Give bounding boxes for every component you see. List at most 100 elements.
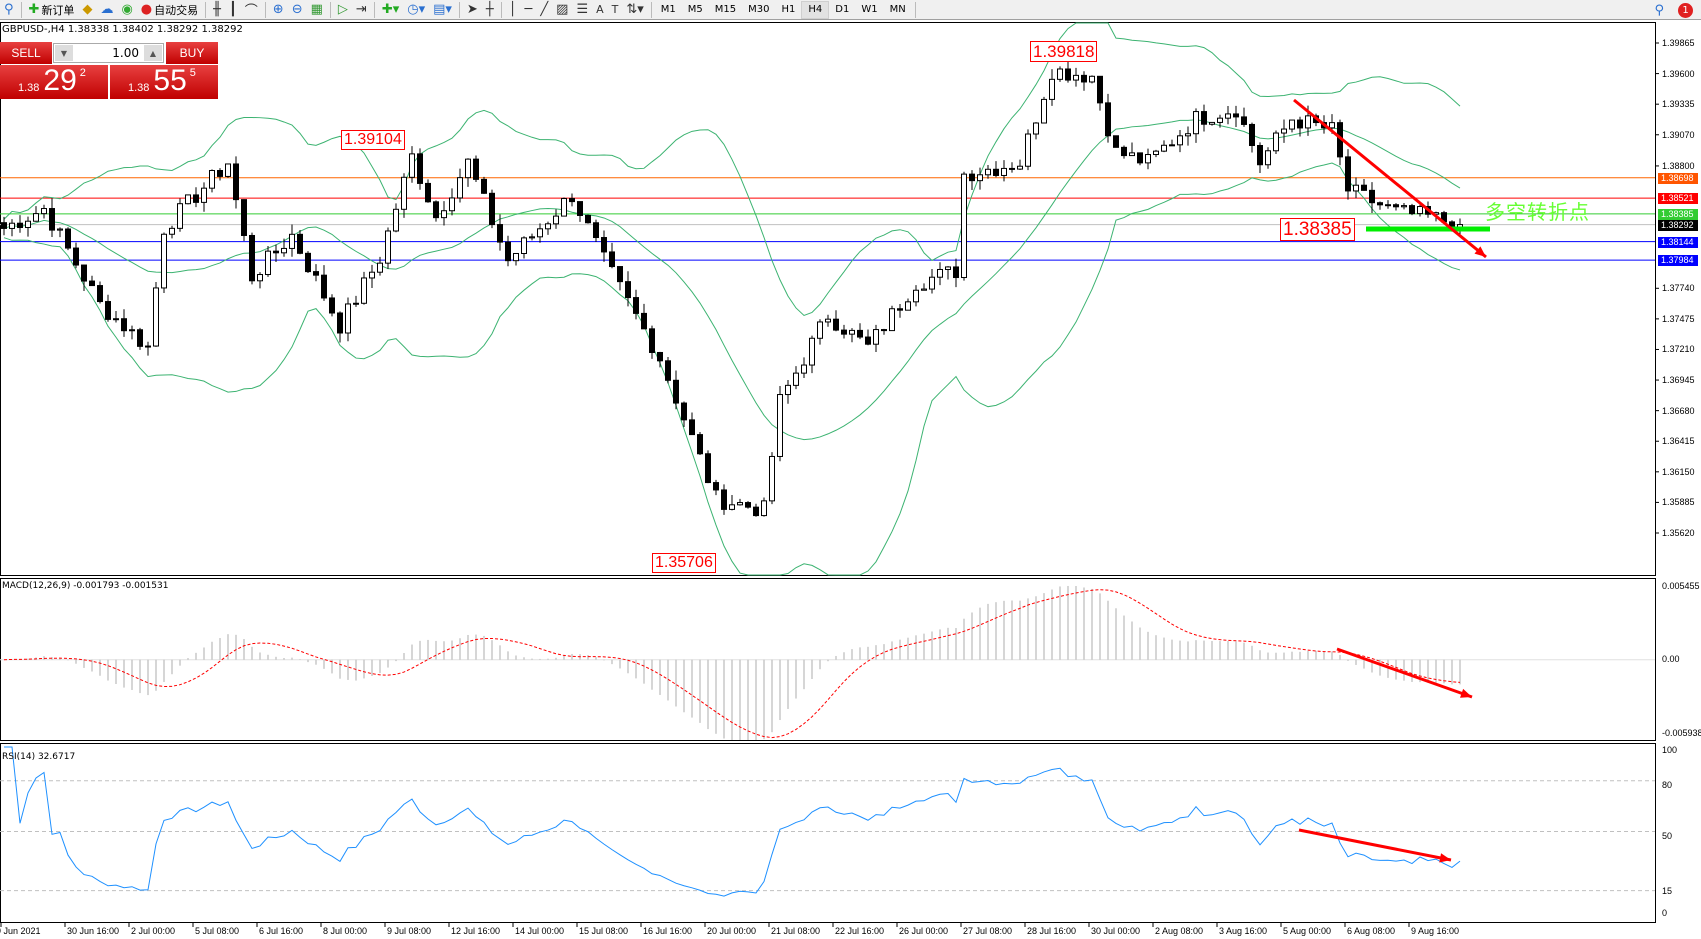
candle-body bbox=[817, 321, 823, 339]
low-price-label[interactable]: 1.35706 bbox=[652, 553, 716, 573]
lot-size-input[interactable]: ▼ 1.00 ▲ bbox=[53, 43, 164, 63]
market-button[interactable]: ☁ bbox=[96, 1, 117, 19]
timeframe-h4[interactable]: H4 bbox=[801, 0, 830, 19]
fibonacci-button[interactable]: ☰ bbox=[572, 1, 592, 19]
candle-body bbox=[1041, 98, 1047, 124]
crosshair-button[interactable]: ┼ bbox=[482, 1, 498, 19]
candle-body bbox=[153, 287, 159, 347]
zoom-search-button[interactable]: ⚲ bbox=[0, 1, 18, 19]
plus-icon: ✚ bbox=[28, 2, 40, 17]
candle-body bbox=[953, 266, 959, 279]
lot-increase-icon[interactable]: ▲ bbox=[144, 45, 162, 61]
price-trend-arrow-head bbox=[1474, 246, 1486, 257]
history-button[interactable]: ◆ bbox=[78, 1, 96, 19]
notification-badge[interactable]: 1 bbox=[1678, 2, 1693, 18]
tile-windows-button[interactable]: ▦ bbox=[307, 1, 327, 19]
bollinger-lower bbox=[3, 162, 1461, 576]
horizontal-line-button[interactable]: ─ bbox=[520, 1, 536, 19]
chart-shift-button[interactable]: ⇥ bbox=[352, 1, 371, 19]
candle-body bbox=[425, 182, 431, 203]
candle-body bbox=[113, 318, 119, 321]
level-price-label[interactable]: 1.38385 bbox=[1280, 218, 1355, 241]
candle-body bbox=[465, 158, 471, 179]
zoom-out-button[interactable]: ⊖ bbox=[288, 1, 307, 19]
candle-body bbox=[1345, 156, 1351, 192]
candle-body bbox=[1201, 111, 1207, 125]
candle-body bbox=[97, 285, 103, 303]
candle-body bbox=[841, 329, 847, 335]
timeframe-w1[interactable]: W1 bbox=[861, 4, 878, 15]
candle-body bbox=[121, 318, 127, 332]
swing-high-price-label[interactable]: 1.39104 bbox=[341, 130, 405, 150]
line-chart-button[interactable]: ⌒ bbox=[241, 1, 262, 19]
candle-body bbox=[321, 274, 327, 299]
timeframe-h1[interactable]: H1 bbox=[781, 4, 796, 15]
time-axis-label: 5 Aug 00:00 bbox=[1283, 926, 1332, 936]
candle-body bbox=[1273, 132, 1279, 152]
add-indicator-icon: ✚▾ bbox=[381, 2, 400, 17]
divider bbox=[650, 1, 652, 18]
templates-button[interactable]: ▤▾ bbox=[429, 1, 456, 19]
buy-button[interactable]: BUY bbox=[166, 42, 218, 64]
signals-button[interactable]: ◉ bbox=[117, 1, 136, 19]
timeframe-m15[interactable]: M15 bbox=[714, 4, 737, 15]
timeframe-d1[interactable]: D1 bbox=[835, 4, 850, 15]
candle-body bbox=[193, 194, 199, 203]
search-icon[interactable]: ⚲ bbox=[1654, 2, 1664, 18]
timeframe-m30[interactable]: M30 bbox=[748, 4, 770, 15]
trendline-button[interactable]: ╱ bbox=[536, 1, 552, 19]
auto-scroll-button[interactable]: ▷ bbox=[334, 1, 352, 19]
timeframe-m1[interactable]: M1 bbox=[660, 4, 676, 15]
candle-body bbox=[633, 297, 639, 314]
text-button[interactable]: A bbox=[592, 1, 608, 19]
candle-body bbox=[705, 453, 711, 484]
macd-axis-label: 0.00 bbox=[1662, 654, 1680, 664]
sell-button[interactable]: SELL bbox=[0, 42, 52, 64]
candle-body bbox=[1209, 121, 1215, 125]
channel-button[interactable]: ▨ bbox=[552, 1, 572, 19]
one-click-trading-panel: SELL ▼ 1.00 ▲ BUY 1.38 29 2 1.38 55 5 bbox=[0, 42, 218, 99]
arrows-button[interactable]: ⇅▾ bbox=[622, 1, 647, 19]
candle-body bbox=[921, 288, 927, 291]
cursor-button[interactable]: ➤ bbox=[463, 1, 482, 19]
periods-button[interactable]: ◷▾ bbox=[403, 1, 429, 19]
lot-decrease-icon[interactable]: ▼ bbox=[55, 45, 73, 61]
zoom-in-button[interactable]: ⊕ bbox=[269, 1, 288, 19]
timeframe-bar: M1 M5 M15 M30 H1 H4 D1 W1 MN bbox=[655, 0, 912, 19]
indicators-button[interactable]: ✚▾ bbox=[378, 1, 403, 19]
turning-point-note[interactable]: 多空转折点 bbox=[1485, 200, 1590, 224]
crosshair-icon: ┼ bbox=[485, 2, 494, 17]
label-button[interactable]: T bbox=[608, 1, 623, 19]
candle-body bbox=[1169, 144, 1175, 147]
sell-price-button[interactable]: 1.38 29 2 bbox=[0, 65, 108, 99]
time-axis-label: 30 Jul 00:00 bbox=[1091, 926, 1141, 936]
rsi-label: RSI(14) 32.6717 bbox=[2, 752, 76, 762]
candle-body bbox=[49, 208, 55, 231]
rsi-axis-label: 100 bbox=[1662, 745, 1678, 755]
candle-body bbox=[785, 384, 791, 396]
time-axis-label: 28 Jul 16:00 bbox=[1027, 926, 1077, 936]
candle-body bbox=[1033, 122, 1039, 135]
new-order-button[interactable]: ✚ 新订单 bbox=[25, 1, 79, 19]
candle-body bbox=[761, 500, 767, 517]
auto-trading-button[interactable]: ● 自动交易 bbox=[137, 1, 202, 19]
candle-body bbox=[217, 170, 223, 177]
high-price-label[interactable]: 1.39818 bbox=[1030, 41, 1098, 62]
candle-body bbox=[689, 419, 695, 436]
vertical-line-button[interactable]: │ bbox=[505, 1, 521, 19]
candle-body bbox=[889, 308, 895, 332]
divider bbox=[20, 1, 22, 18]
text-label-icon: T bbox=[611, 3, 619, 16]
price-axis-label: 1.37740 bbox=[1662, 283, 1695, 294]
buy-price-button[interactable]: 1.38 55 5 bbox=[110, 65, 218, 99]
sell-price-pips: 29 bbox=[43, 64, 77, 97]
candle-chart-button[interactable]: ┃ bbox=[225, 1, 241, 19]
timeframe-mn[interactable]: MN bbox=[889, 4, 906, 15]
timeframe-m5[interactable]: M5 bbox=[687, 4, 703, 15]
candle-body bbox=[393, 208, 399, 232]
candle-body bbox=[137, 329, 143, 347]
price-axis-label: 1.39600 bbox=[1662, 68, 1695, 79]
bar-chart-button[interactable]: ╫ bbox=[209, 1, 225, 19]
candle-body bbox=[569, 198, 575, 203]
